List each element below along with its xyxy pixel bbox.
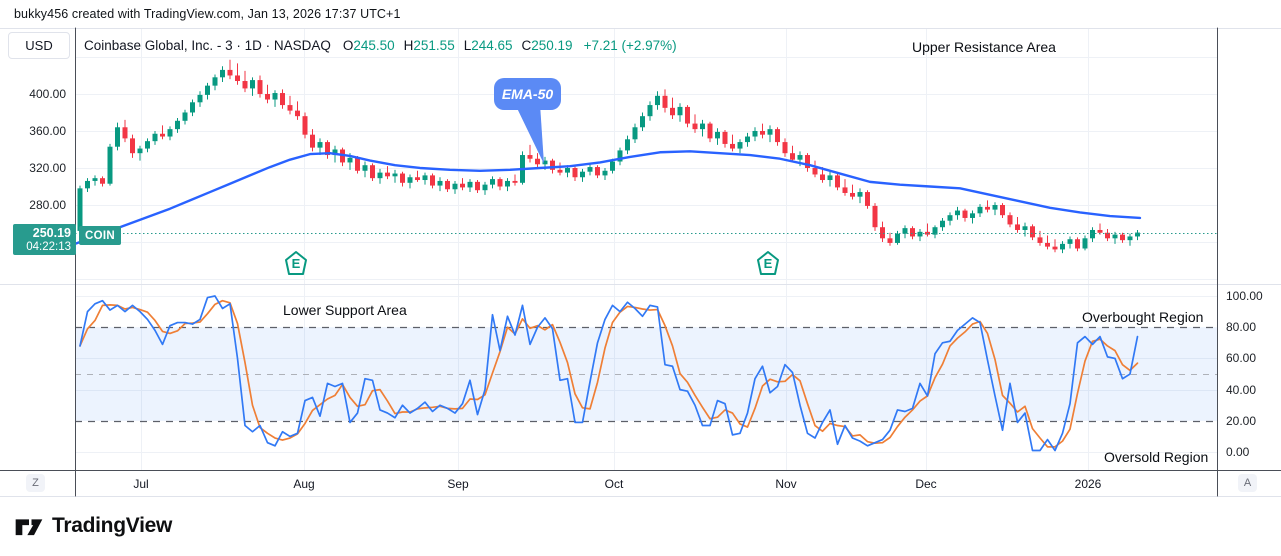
oversold-annotation: Oversold Region (1104, 449, 1209, 465)
chart-legend: Coinbase Global, Inc. - 3 · 1D · NASDAQ … (84, 35, 677, 55)
overbought-annotation: Overbought Region (1082, 309, 1204, 325)
upper-resistance-annotation: Upper Resistance Area (912, 39, 1056, 55)
oscillator-tick-label: 80.00 (1226, 320, 1257, 335)
time-tick-label: Sep (447, 477, 469, 491)
price-tick-label: 360.00 (29, 123, 66, 138)
bar-countdown: 04:22:13 (26, 241, 71, 253)
ema-50-callout: EMA-50 (494, 78, 561, 110)
time-tick-label: Jul (133, 477, 149, 491)
auto-scale-a-button[interactable]: A (1238, 474, 1257, 492)
time-tick-label: 2026 (1074, 477, 1102, 491)
currency-axis-button[interactable]: USD (8, 32, 70, 59)
tradingview-logo-text: TradingView (52, 514, 173, 537)
price-tick-label: 400.00 (29, 86, 66, 101)
earnings-marker-icon[interactable]: E (284, 250, 308, 281)
price-change: +7.21 (+2.97%) (583, 37, 677, 53)
timezone-z-button[interactable]: Z (26, 474, 45, 492)
symbol-price-flag: COIN (79, 226, 121, 245)
ohlc-close: C 250.19 (521, 37, 573, 53)
oscillator-tick-label: 20.00 (1226, 413, 1257, 428)
symbol-title[interactable]: Coinbase Global, Inc. - 3 · 1D · NASDAQ (84, 37, 331, 53)
time-tick-label: Dec (915, 477, 937, 491)
svg-text:E: E (292, 256, 301, 271)
last-price-value: 250.19 (32, 226, 71, 240)
time-tick-label: Aug (293, 477, 315, 491)
earnings-marker-icon[interactable]: E (756, 250, 780, 281)
price-tick-label: 280.00 (29, 198, 66, 212)
oscillator-tick-label: 60.00 (1226, 351, 1257, 366)
price-tick-label: 320.00 (29, 160, 66, 175)
lower-support-annotation: Lower Support Area (283, 302, 407, 318)
attribution-text: bukky456 created with TradingView.com, J… (14, 7, 401, 21)
svg-text:E: E (764, 256, 773, 271)
oscillator-tick-label: 40.00 (1226, 382, 1257, 397)
symbol-ticker: COIN (85, 229, 115, 242)
tradingview-logo-mark (15, 519, 43, 536)
oscillator-tick-label: 0.00 (1226, 445, 1250, 460)
ohlc-high: H 251.55 (403, 37, 455, 53)
last-price-tag: 250.19 04:22:13 (13, 224, 76, 255)
time-tick-label: Oct (604, 477, 624, 491)
ema-callout-label: EMA-50 (501, 86, 554, 102)
oscillator-tick-label: 100.00 (1226, 289, 1263, 303)
currency-label: USD (25, 38, 53, 53)
ohlc-open: O 245.50 (342, 37, 395, 53)
tradingview-logo[interactable]: TradingView (14, 511, 172, 541)
ohlc-low: L 244.65 (463, 37, 513, 53)
time-tick-label: Nov (775, 477, 797, 491)
ema-callout-tail (515, 104, 544, 164)
